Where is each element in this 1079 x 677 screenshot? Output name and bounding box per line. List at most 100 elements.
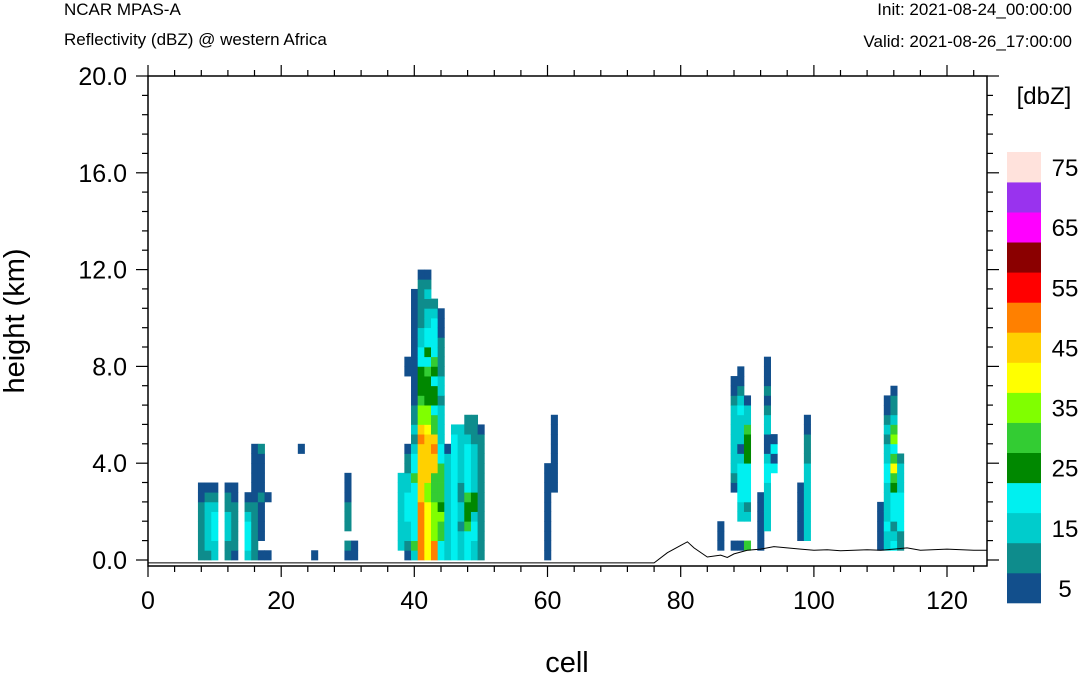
reflectivity-cell: [803, 453, 811, 464]
reflectivity-cell: [311, 550, 319, 561]
reflectivity-cell: [444, 501, 452, 512]
reflectivity-cell: [404, 356, 412, 367]
colorbar-swatch: [1007, 452, 1041, 484]
reflectivity-cell: [411, 376, 419, 387]
reflectivity-cell: [550, 482, 558, 493]
reflectivity-cell: [757, 501, 765, 512]
reflectivity-cell: [444, 472, 452, 483]
reflectivity-cell: [431, 492, 439, 503]
reflectivity-cell: [477, 511, 485, 522]
reflectivity-cell: [404, 550, 412, 561]
reflectivity-cell: [544, 540, 552, 551]
reflectivity-cell: [470, 443, 479, 454]
reflectivity-cell: [424, 550, 432, 561]
reflectivity-cell: [424, 337, 432, 348]
reflectivity-cell: [883, 492, 891, 503]
reflectivity-cell: [890, 472, 898, 483]
y-tick-label: 8.0: [92, 353, 127, 381]
reflectivity-cell: [197, 511, 205, 522]
reflectivity-cell: [431, 298, 439, 309]
reflectivity-cell: [417, 453, 425, 464]
reflectivity-cell: [444, 453, 452, 464]
reflectivity-cell: [244, 550, 252, 561]
reflectivity-cell: [197, 492, 205, 503]
reflectivity-cell: [770, 463, 778, 474]
reflectivity-cell: [763, 356, 771, 367]
reflectivity-cell: [883, 395, 891, 406]
reflectivity-cell: [464, 521, 472, 532]
reflectivity-cell: [251, 463, 259, 474]
reflectivity-cell: [550, 424, 558, 435]
reflectivity-cell: [763, 472, 771, 483]
reflectivity-cell: [770, 443, 778, 454]
reflectivity-cell: [424, 395, 432, 406]
reflectivity-cell: [431, 550, 439, 561]
reflectivity-cell: [411, 414, 419, 425]
reflectivity-cell: [431, 511, 439, 522]
reflectivity-cell: [883, 453, 891, 464]
reflectivity-cell: [730, 443, 738, 454]
reflectivity-cell: [431, 443, 439, 454]
reflectivity-cell: [897, 540, 905, 551]
reflectivity-cell: [737, 424, 745, 435]
reflectivity-cell: [730, 395, 738, 406]
reflectivity-cell: [411, 521, 419, 532]
reflectivity-cell: [730, 414, 738, 425]
reflectivity-cell: [411, 434, 419, 445]
reflectivity-cell: [477, 434, 485, 445]
reflectivity-cell: [803, 521, 811, 532]
reflectivity-cell: [404, 482, 412, 493]
reflectivity-cell: [437, 453, 445, 464]
reflectivity-cell: [763, 395, 771, 406]
reflectivity-cell: [344, 521, 352, 532]
reflectivity-cell: [437, 434, 445, 445]
reflectivity-cell: [743, 540, 752, 551]
colorbar-tick-label: 65: [1052, 215, 1079, 242]
colorbar-title: [dbZ]: [1017, 83, 1072, 110]
y-tick-label: 20.0: [78, 63, 127, 91]
reflectivity-cell: [211, 511, 219, 522]
reflectivity-cell: [883, 405, 891, 416]
reflectivity-cell: [743, 434, 752, 445]
y-tick-label: 4.0: [92, 450, 127, 478]
reflectivity-cell: [404, 521, 412, 532]
reflectivity-cell: [344, 501, 352, 512]
reflectivity-cell: [737, 395, 745, 406]
reflectivity-cell: [211, 521, 219, 532]
reflectivity-cell: [437, 530, 445, 541]
reflectivity-cell: [550, 414, 558, 425]
reflectivity-cell: [411, 540, 419, 551]
reflectivity-cell: [264, 550, 272, 561]
reflectivity-cell: [431, 356, 439, 367]
reflectivity-cell: [803, 501, 811, 512]
reflectivity-cell: [743, 405, 752, 416]
reflectivity-cell: [431, 376, 439, 387]
reflectivity-cell: [431, 414, 439, 425]
reflectivity-cell: [444, 550, 452, 561]
reflectivity-cell: [450, 424, 459, 435]
reflectivity-cell: [450, 434, 459, 445]
reflectivity-cell: [477, 521, 485, 532]
reflectivity-cell: [897, 472, 905, 483]
reflectivity-cell: [544, 530, 552, 541]
reflectivity-cell: [251, 482, 259, 493]
reflectivity-cell: [444, 492, 452, 503]
reflectivity-cell: [743, 501, 752, 512]
reflectivity-cell: [457, 521, 465, 532]
reflectivity-cell: [743, 482, 752, 493]
reflectivity-cell: [730, 424, 738, 435]
reflectivity-cell: [444, 511, 452, 522]
reflectivity-cell: [730, 463, 738, 474]
reflectivity-cell: [437, 472, 445, 483]
reflectivity-cell: [211, 530, 219, 541]
reflectivity-cell: [717, 530, 725, 541]
reflectivity-cell: [351, 540, 359, 551]
reflectivity-cell: [411, 337, 419, 348]
reflectivity-cell: [411, 366, 419, 377]
reflectivity-cell: [883, 521, 891, 532]
reflectivity-cell: [797, 511, 805, 522]
reflectivity-cell: [417, 395, 425, 406]
reflectivity-cell: [450, 540, 459, 551]
reflectivity-cell: [431, 327, 439, 338]
reflectivity-cell: [464, 424, 472, 435]
